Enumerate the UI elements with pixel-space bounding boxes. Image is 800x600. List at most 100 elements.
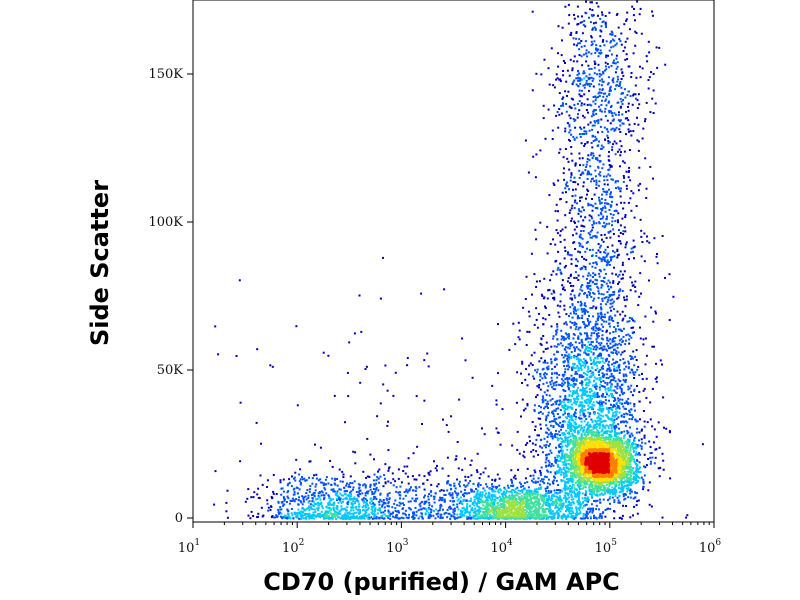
event-point [386, 389, 389, 392]
event-point [374, 496, 376, 499]
event-point [590, 173, 593, 176]
event-point [521, 489, 524, 492]
event-point [661, 452, 664, 455]
event-point [626, 117, 629, 120]
event-point [413, 499, 416, 502]
event-point [584, 392, 587, 395]
event-point [635, 477, 638, 479]
event-point [526, 404, 529, 407]
event-point [427, 506, 430, 509]
event-point [668, 430, 671, 433]
event-point [597, 122, 600, 125]
event-point [574, 119, 577, 121]
event-point [619, 40, 622, 43]
event-point [582, 23, 585, 26]
event-point [606, 508, 608, 511]
event-point [647, 40, 650, 43]
event-point [574, 506, 577, 509]
event-point [595, 235, 598, 238]
event-point [373, 503, 376, 506]
event-point [624, 58, 627, 61]
event-point [560, 335, 563, 338]
event-point [628, 338, 631, 341]
event-point [563, 178, 566, 181]
event-point [568, 512, 571, 515]
event-point [535, 438, 538, 441]
event-point [594, 234, 597, 237]
event-point [536, 280, 538, 283]
event-point [638, 103, 641, 106]
event-point [607, 76, 610, 79]
event-point [571, 428, 574, 431]
event-point [581, 345, 584, 348]
event-point [579, 382, 582, 385]
event-point [560, 473, 562, 476]
event-point [405, 490, 408, 493]
event-point [606, 349, 609, 352]
event-point [472, 517, 475, 520]
event-point [370, 503, 373, 506]
event-point [551, 410, 554, 413]
event-point [579, 517, 582, 520]
event-point [627, 201, 630, 204]
event-point [605, 357, 608, 360]
event-point [624, 343, 627, 346]
event-point [327, 503, 330, 506]
event-point [612, 280, 615, 283]
event-point [419, 508, 422, 511]
event-point [588, 347, 591, 349]
event-point [601, 193, 604, 196]
event-point [546, 492, 549, 495]
event-point [636, 139, 639, 142]
event-point [595, 44, 598, 47]
event-point [595, 320, 598, 323]
event-point [639, 337, 642, 340]
event-point [592, 411, 595, 414]
event-point [609, 370, 612, 373]
event-point [559, 421, 562, 424]
event-point [570, 485, 573, 488]
event-point [471, 503, 474, 506]
event-point [632, 130, 635, 133]
event-point [267, 509, 270, 512]
event-point [615, 414, 618, 417]
event-point [352, 503, 355, 506]
event-point [566, 357, 569, 360]
event-point [608, 188, 610, 191]
event-point [619, 124, 622, 127]
event-point [555, 400, 558, 403]
event-point [580, 210, 583, 213]
event-point [290, 485, 293, 488]
event-point [589, 274, 592, 277]
event-point [606, 393, 608, 396]
event-point [591, 223, 594, 226]
event-point [590, 490, 593, 493]
event-point [465, 507, 468, 510]
event-point [647, 79, 650, 81]
event-point [620, 86, 623, 89]
event-point [270, 505, 273, 508]
event-point [571, 424, 574, 427]
event-point [546, 389, 549, 392]
event-point [612, 320, 615, 322]
event-point [579, 82, 582, 85]
event-point [581, 225, 584, 227]
event-point [638, 391, 641, 393]
event-point [548, 464, 551, 466]
event-point [617, 328, 620, 331]
event-point [620, 388, 623, 390]
event-point [592, 262, 595, 264]
event-point [544, 372, 547, 375]
event-point [615, 491, 618, 494]
event-point [596, 145, 599, 147]
event-point [639, 218, 642, 221]
event-point [489, 488, 492, 491]
event-point [286, 495, 289, 498]
event-point [582, 72, 585, 75]
event-point [384, 482, 387, 485]
event-point [266, 502, 269, 505]
event-point [601, 217, 604, 220]
event-point [622, 495, 625, 498]
event-point [627, 119, 630, 122]
event-point [568, 377, 571, 380]
